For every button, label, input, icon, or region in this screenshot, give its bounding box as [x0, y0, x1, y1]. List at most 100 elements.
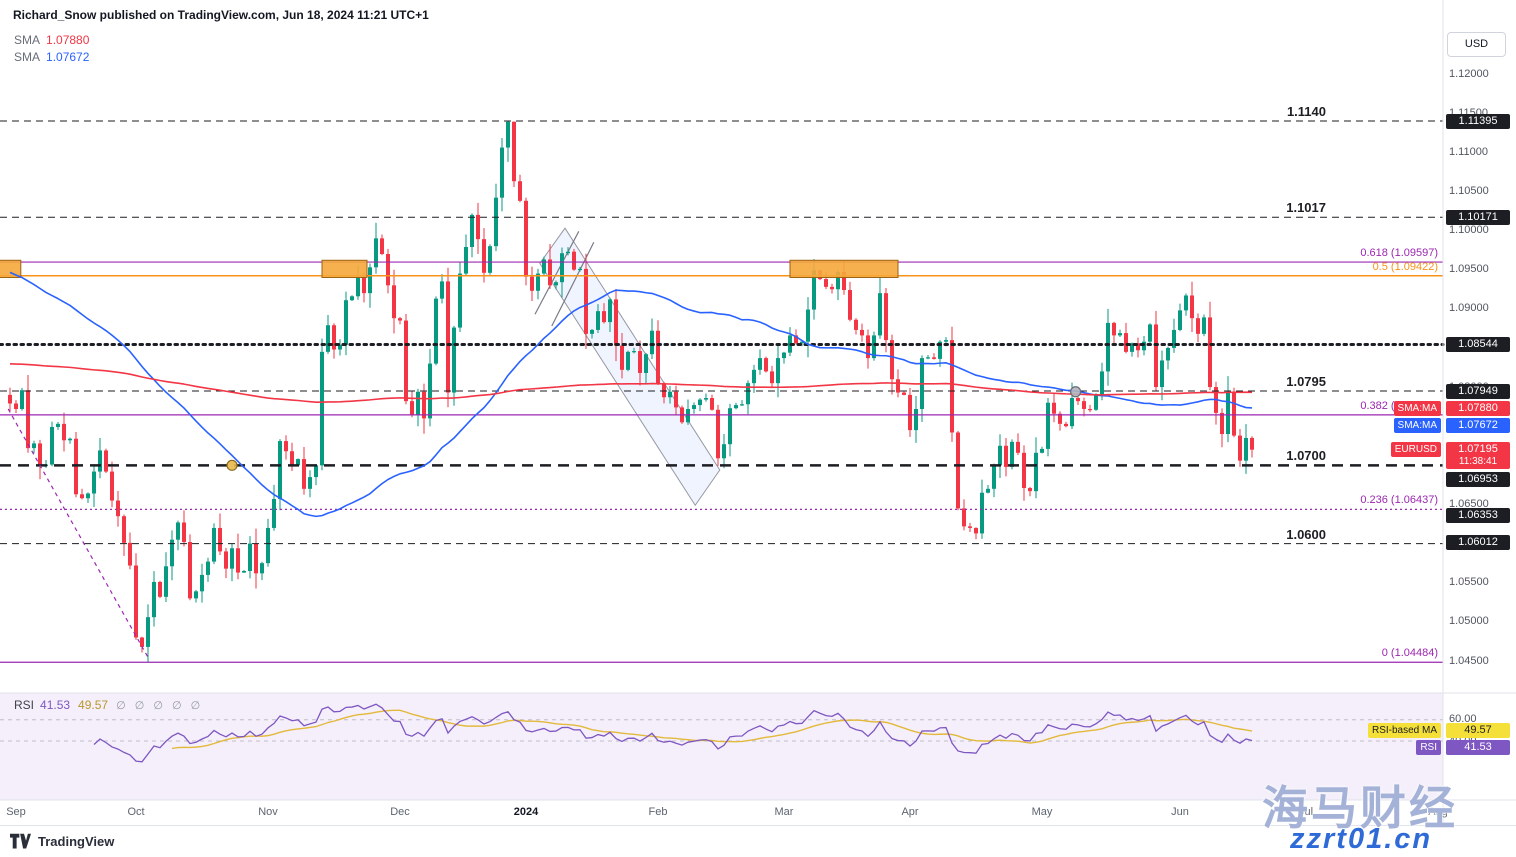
candle-body — [620, 345, 624, 370]
rsi-value: 41.53 — [40, 698, 71, 712]
candle-body — [338, 344, 342, 350]
candle-body — [656, 330, 660, 384]
candle-body — [572, 251, 576, 270]
candle-body — [284, 441, 288, 452]
candle-body — [650, 330, 654, 355]
time-axis[interactable] — [0, 800, 1443, 826]
candle-body — [1028, 488, 1032, 492]
candle-body — [884, 293, 888, 341]
flag-line-2[interactable] — [551, 242, 595, 327]
candle-body — [68, 438, 72, 441]
candle-body — [500, 147, 504, 198]
candle-body — [350, 296, 354, 301]
sma-fast-value: 1.07672 — [46, 50, 90, 64]
currency-button[interactable]: USD — [1447, 32, 1506, 57]
sma-fast-line[interactable] — [9, 271, 1253, 518]
candle-body — [608, 299, 612, 323]
supply-zone-2[interactable] — [321, 259, 368, 278]
supply-zone-1[interactable] — [0, 259, 22, 278]
candle-body — [1082, 401, 1086, 409]
candle-body — [530, 276, 534, 291]
candle-body — [542, 259, 546, 274]
candle-body — [212, 527, 216, 562]
candle-body — [14, 403, 18, 409]
candle-body — [1220, 412, 1224, 435]
candle-body — [476, 214, 480, 240]
rsi-ma-value: 49.57 — [78, 698, 109, 712]
price-axis[interactable] — [1443, 0, 1516, 800]
candle-body — [1016, 441, 1020, 453]
marker-circle-1[interactable] — [226, 459, 238, 471]
candle-body — [182, 522, 186, 543]
candle-body — [638, 351, 642, 373]
candle-body — [734, 405, 738, 409]
candle-body — [932, 357, 936, 359]
candle-body — [272, 498, 276, 528]
candle-body — [1178, 310, 1182, 330]
candle-body — [644, 354, 648, 373]
candle-body — [842, 272, 846, 291]
candle-body — [1124, 333, 1128, 352]
candle-body — [464, 246, 468, 274]
chart-canvas[interactable] — [0, 0, 1516, 826]
candle-body — [1208, 317, 1212, 388]
marker-circle-2[interactable] — [1069, 386, 1082, 398]
candle-body — [362, 277, 366, 294]
supply-zone-3[interactable] — [789, 259, 899, 278]
candle-body — [110, 471, 114, 501]
candle-body — [674, 391, 678, 408]
footer-bar: TradingView — [0, 826, 1516, 857]
candle-body — [848, 290, 852, 320]
indicator-legend: SMA 1.07880 SMA 1.07672 — [14, 33, 89, 67]
candle-body — [494, 197, 498, 247]
candle-body — [1190, 295, 1194, 319]
candle-body — [1244, 437, 1248, 461]
candle-body — [1070, 398, 1074, 427]
candle-body — [1088, 408, 1092, 411]
tradingview-brand[interactable]: TradingView — [38, 834, 115, 849]
candle-body — [926, 357, 930, 359]
candle-body — [374, 238, 378, 268]
candle-body — [950, 340, 954, 433]
tradingview-logo[interactable] — [10, 833, 31, 850]
legend-sma-slow[interactable]: SMA 1.07880 — [14, 33, 89, 47]
rsi-option-icons: ∅ ∅ ∅ ∅ ∅ — [116, 700, 204, 712]
candle-body — [206, 561, 210, 575]
candle-body — [26, 390, 30, 449]
candle-body — [314, 465, 318, 478]
candle-body — [332, 325, 336, 350]
candle-body — [188, 542, 192, 599]
candle-body — [722, 444, 726, 459]
rsi-line[interactable] — [93, 703, 1253, 763]
candle-body — [896, 379, 900, 393]
candle-body — [668, 391, 672, 398]
candle-body — [1166, 347, 1170, 361]
rsi-ma-line[interactable] — [171, 709, 1253, 750]
rsi-legend[interactable]: RSI 41.53 49.57 ∅ ∅ ∅ ∅ ∅ — [14, 698, 203, 712]
candle-body — [1034, 452, 1038, 492]
descending-trendline[interactable] — [7, 408, 150, 660]
candle-body — [812, 270, 816, 310]
candle-body — [1010, 441, 1014, 467]
candle-body — [578, 268, 582, 271]
candle-body — [296, 459, 300, 466]
candle-body — [104, 450, 108, 472]
sma-fast-label: SMA — [14, 50, 41, 64]
candle-body — [290, 451, 294, 466]
rsi-label: RSI — [14, 698, 35, 712]
legend-sma-fast[interactable]: SMA 1.07672 — [14, 50, 89, 64]
candle-body — [482, 239, 486, 273]
candle-body — [410, 401, 414, 416]
candle-body — [92, 471, 96, 494]
candle-body — [122, 516, 126, 543]
candle-body — [956, 432, 960, 509]
candle-body — [56, 423, 60, 427]
candle-body — [854, 319, 858, 330]
sma-slow-line[interactable] — [9, 362, 1253, 404]
candle-body — [800, 341, 804, 344]
flag-line-1[interactable] — [534, 231, 580, 315]
candle-body — [302, 459, 306, 489]
candle-body — [320, 351, 324, 466]
candle-body — [1022, 452, 1026, 489]
candle-body — [326, 325, 330, 352]
